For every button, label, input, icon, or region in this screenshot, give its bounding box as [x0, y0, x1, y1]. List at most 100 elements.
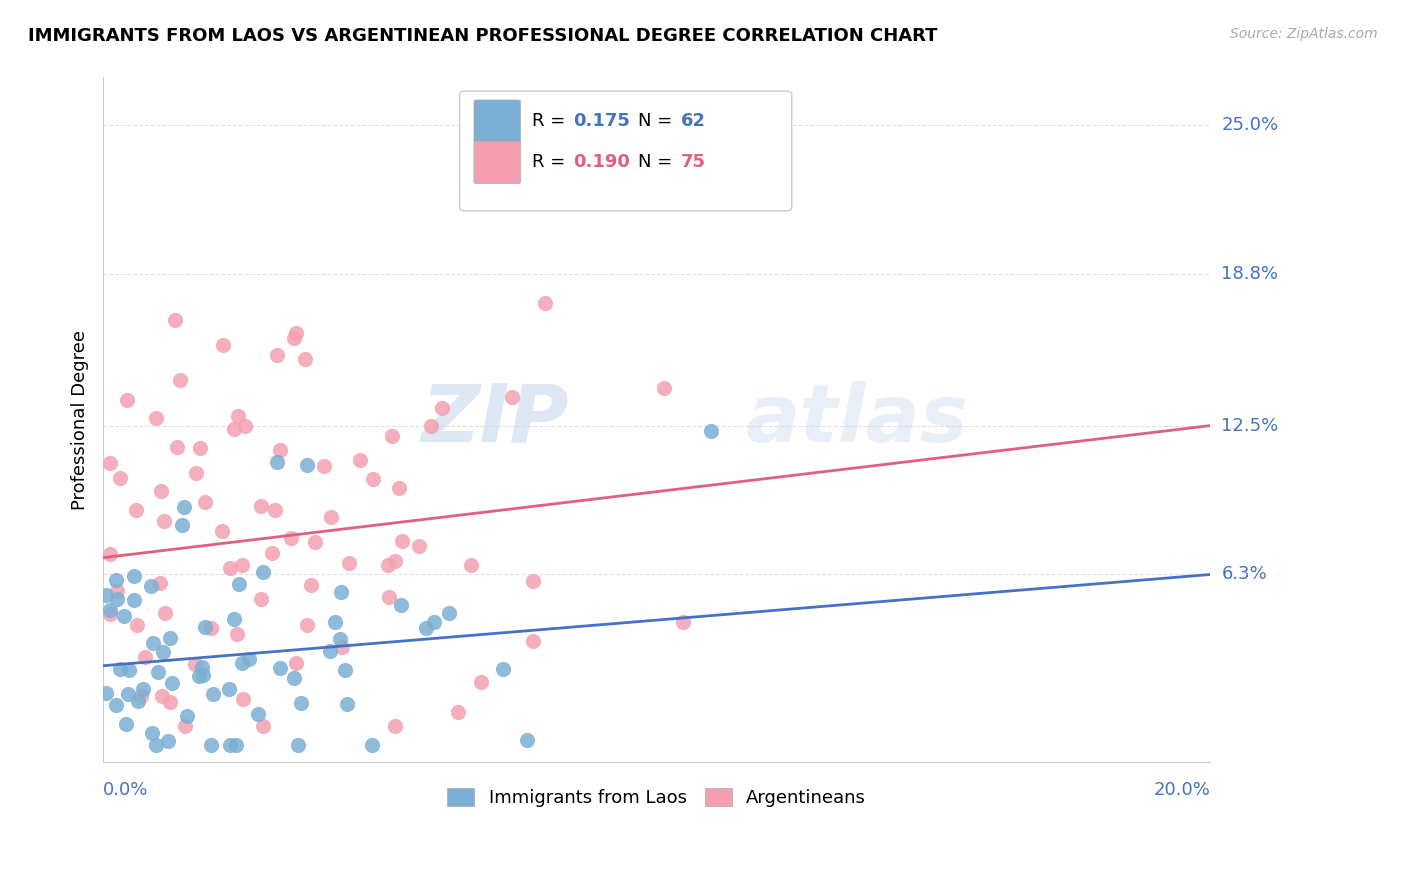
Point: [534, 295, 557, 310]
Point: [218, 682, 240, 697]
Point: [165, 313, 187, 327]
Point: [389, 598, 412, 612]
Point: [191, 660, 214, 674]
Point: [225, 626, 247, 640]
Point: [98, 603, 121, 617]
Point: [94, 686, 117, 700]
Point: [299, 578, 322, 592]
Point: [377, 558, 399, 572]
Point: [118, 663, 141, 677]
Point: [174, 719, 197, 733]
Point: [266, 455, 288, 469]
Point: [105, 592, 128, 607]
Point: [108, 471, 131, 485]
Point: [388, 481, 411, 495]
Point: [252, 565, 274, 579]
Point: [152, 689, 174, 703]
Point: [335, 663, 357, 677]
Point: [104, 698, 127, 713]
Point: [145, 738, 167, 752]
Point: [470, 674, 492, 689]
Point: [112, 609, 135, 624]
Point: [285, 657, 308, 671]
Point: [318, 644, 340, 658]
Point: [516, 732, 538, 747]
Text: 0.0%: 0.0%: [103, 781, 149, 799]
Point: [146, 665, 169, 680]
Point: [250, 591, 273, 606]
Point: [224, 613, 246, 627]
Point: [460, 558, 482, 573]
Point: [129, 689, 152, 703]
Point: [149, 575, 172, 590]
Point: [238, 652, 260, 666]
Text: 0.190: 0.190: [574, 153, 630, 170]
Point: [672, 615, 695, 629]
Point: [225, 738, 247, 752]
Point: [224, 422, 246, 436]
Point: [304, 534, 326, 549]
Point: [117, 687, 139, 701]
Point: [159, 695, 181, 709]
Point: [423, 615, 446, 629]
Point: [108, 662, 131, 676]
Point: [194, 495, 217, 509]
Point: [295, 617, 318, 632]
Point: [323, 615, 346, 629]
Point: [98, 547, 121, 561]
FancyBboxPatch shape: [460, 91, 792, 211]
Text: N =: N =: [638, 112, 678, 129]
Point: [194, 620, 217, 634]
Text: 62: 62: [681, 112, 706, 129]
Point: [330, 584, 353, 599]
Point: [285, 326, 308, 340]
Y-axis label: Professional Degree: Professional Degree: [72, 330, 89, 509]
Point: [231, 656, 253, 670]
Point: [700, 424, 723, 438]
Point: [501, 390, 523, 404]
Point: [287, 738, 309, 752]
Text: N =: N =: [638, 153, 678, 170]
Point: [152, 645, 174, 659]
FancyBboxPatch shape: [474, 100, 520, 143]
Point: [381, 429, 404, 443]
Point: [200, 621, 222, 635]
Point: [378, 590, 401, 604]
Point: [201, 687, 224, 701]
Point: [132, 682, 155, 697]
Point: [98, 607, 121, 621]
Point: [652, 381, 675, 395]
Point: [100, 456, 122, 470]
Point: [337, 556, 360, 570]
Point: [125, 503, 148, 517]
FancyBboxPatch shape: [474, 141, 520, 184]
Point: [187, 669, 209, 683]
Point: [290, 696, 312, 710]
Text: R =: R =: [531, 112, 571, 129]
Point: [280, 531, 302, 545]
Point: [219, 738, 242, 752]
Point: [231, 558, 253, 573]
Point: [384, 554, 406, 568]
Text: R =: R =: [531, 153, 571, 170]
Point: [247, 707, 270, 722]
Point: [446, 705, 468, 719]
Point: [212, 338, 235, 352]
Point: [127, 694, 149, 708]
Point: [522, 574, 544, 588]
Point: [141, 725, 163, 739]
Point: [105, 573, 128, 587]
Point: [145, 411, 167, 425]
Point: [522, 634, 544, 648]
Point: [156, 733, 179, 747]
Point: [122, 569, 145, 583]
Text: 12.5%: 12.5%: [1222, 417, 1278, 434]
Point: [437, 606, 460, 620]
Point: [149, 483, 172, 498]
Point: [391, 533, 413, 548]
Point: [114, 717, 136, 731]
Point: [430, 401, 453, 415]
Point: [384, 719, 406, 733]
Point: [312, 458, 335, 473]
Point: [184, 466, 207, 480]
